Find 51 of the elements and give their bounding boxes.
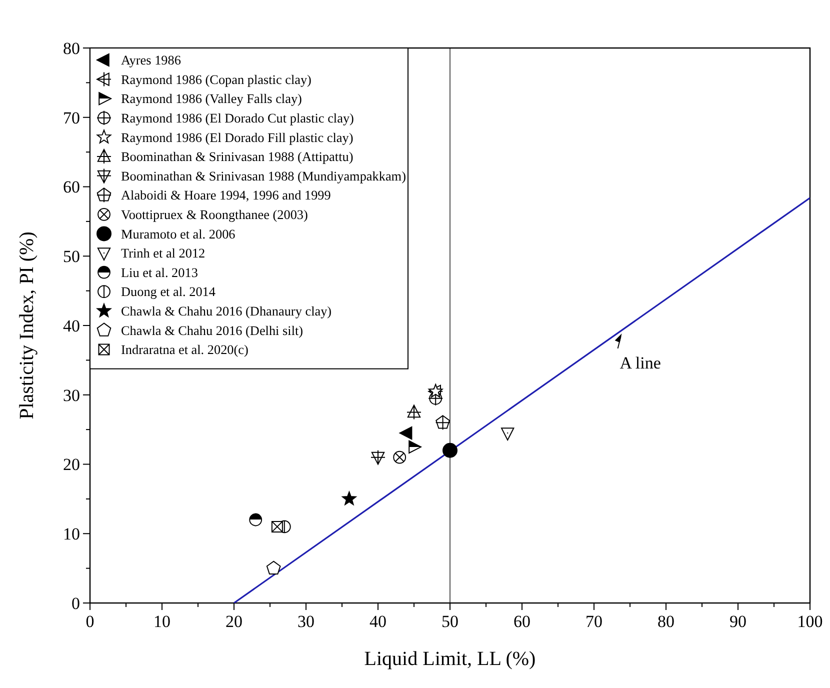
point — [406, 404, 422, 420]
x-tick-label: 40 — [370, 612, 386, 631]
legend-label: Muramoto et al. 2006 — [121, 226, 236, 242]
legend-label: Raymond 1986 (El Dorado Cut plastic clay) — [121, 110, 354, 126]
point — [435, 415, 450, 430]
y-tick-label: 20 — [63, 455, 80, 474]
legend-label: Alaboidi & Hoare 1994, 1996 and 1999 — [121, 188, 332, 203]
point — [442, 442, 458, 458]
x-tick-label: 70 — [586, 612, 602, 631]
legend-label: Indraratna et al. 2020(c) — [121, 342, 248, 358]
legend-label: Raymond 1986 (El Dorado Fill plastic clay) — [121, 130, 354, 145]
point — [266, 560, 281, 574]
x-tick-label: 0 — [86, 612, 94, 631]
legend-label: Chawla & Chahu 2016 (Dhanaury clay) — [121, 304, 332, 319]
point — [342, 491, 356, 506]
point — [393, 450, 406, 464]
point — [370, 450, 386, 465]
y-tick-label: 80 — [63, 38, 80, 58]
legend-label: Ayres 1986 — [121, 52, 182, 68]
legend-label: Raymond 1986 (Copan plastic clay) — [121, 72, 312, 87]
x-tick-label: 60 — [514, 612, 530, 631]
legend-label: Liu et al. 2013 — [121, 264, 198, 280]
x-tick-label: 90 — [730, 612, 746, 631]
point — [408, 440, 422, 454]
legend-label: Duong et al. 2014 — [121, 284, 216, 300]
x-tick-label: 30 — [298, 612, 314, 631]
y-tick-label: 40 — [63, 316, 80, 336]
annotation: A line — [620, 353, 661, 372]
point — [249, 513, 262, 526]
x-tick-label: 20 — [226, 612, 242, 631]
legend-label: Raymond 1986 (Valley Falls clay) — [121, 91, 302, 106]
legend-label: Voottipruex & Roongthanee (2003) — [121, 207, 308, 222]
point — [501, 428, 514, 441]
point — [399, 426, 412, 440]
legend-label: Boominathan & Srinivasan 1988 (Attipattu) — [121, 149, 354, 164]
y-tick-label: 60 — [63, 178, 80, 197]
y-tick-label: 30 — [63, 386, 80, 405]
x-tick-label: 50 — [442, 612, 458, 631]
x-tick-label: 10 — [154, 612, 170, 631]
legend-label: Chawla & Chahu 2016 (Delhi silt) — [121, 322, 304, 338]
y-tick-label: 0 — [72, 594, 80, 613]
point — [271, 520, 283, 532]
legend-label: Trinh et al 2012 — [121, 246, 206, 261]
legend-label: Boominathan & Srinivasan 1988 (Mundiyampakkam) — [121, 168, 406, 184]
x-axis-title: Liquid Limit, LL (%) — [364, 648, 536, 670]
y-tick-label: 70 — [63, 108, 80, 128]
x-tick-label: 100 — [797, 612, 823, 631]
y-tick-label: 10 — [63, 524, 80, 544]
y-tick-label: 50 — [63, 247, 80, 266]
x-tick-label: 80 — [658, 612, 674, 631]
y-axis-title: Plasticity Index, PI (%) — [16, 232, 38, 420]
